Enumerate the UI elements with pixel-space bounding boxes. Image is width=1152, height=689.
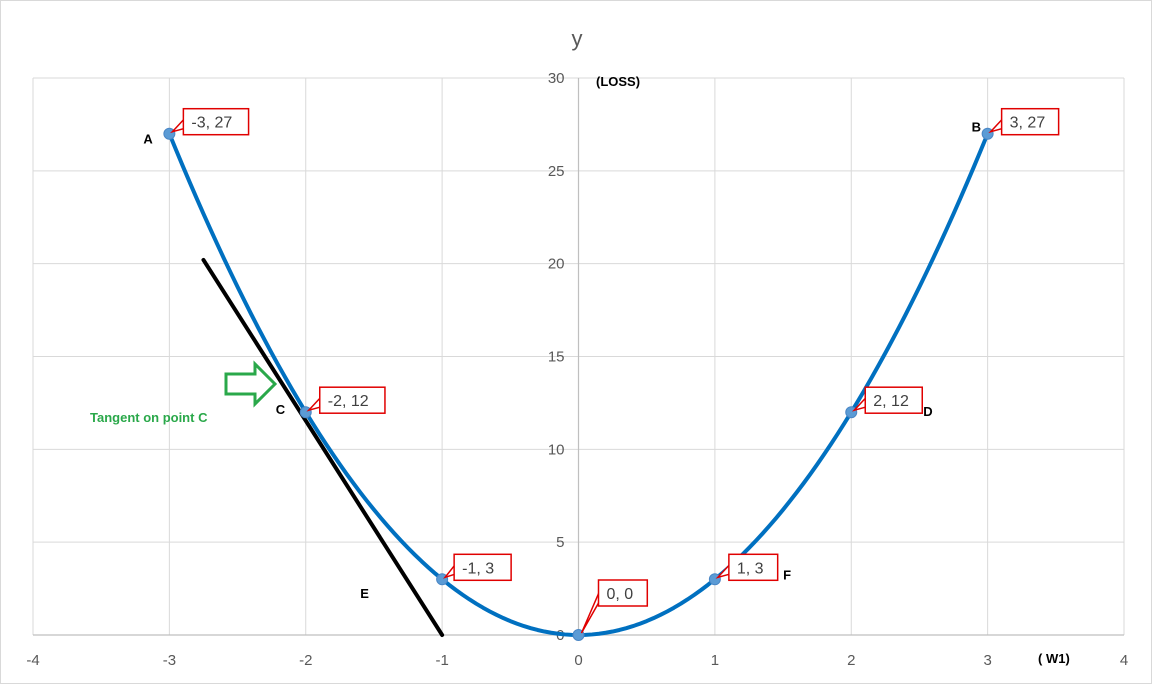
point-letter-b: B: [972, 120, 981, 135]
data-label: -2, 12: [328, 393, 369, 410]
x-tick-label: 3: [983, 652, 991, 669]
point-letters: A B C D E F: [143, 120, 981, 601]
y-axis-note: (LOSS): [596, 74, 640, 89]
tangent-layer: [201, 257, 445, 637]
x-tick-label: -3: [163, 652, 176, 669]
callout-seam: [866, 395, 871, 408]
x-tick-label: 1: [711, 652, 719, 669]
data-label-callout: 1, 3: [715, 553, 779, 582]
data-label: -1, 3: [462, 560, 494, 577]
callout-box: [1000, 107, 1060, 136]
data-label-callout: -3, 27: [170, 107, 250, 136]
data-label-callout: 3, 27: [988, 107, 1060, 136]
callout-box: [319, 386, 386, 414]
y-tick-label: 15: [548, 349, 565, 366]
x-tick-label: -4: [26, 652, 39, 669]
data-label: 0, 0: [607, 586, 634, 603]
callout-box: [864, 386, 923, 414]
x-tick-label: 0: [574, 652, 582, 669]
y-tick-label: 10: [548, 441, 565, 458]
point-letter-e: E: [360, 586, 369, 601]
tangent-arrow-icon: [224, 360, 278, 408]
point-letter-a: A: [143, 132, 153, 147]
tangent-line: [201, 257, 445, 637]
tangent-annotation: Tangent on point C: [90, 410, 208, 425]
x-axis-note: ( W1): [1038, 651, 1070, 666]
point-letter-c: C: [276, 402, 286, 417]
data-label: 3, 27: [1010, 115, 1046, 132]
callout-seam: [320, 395, 325, 408]
x-tick-label: -1: [435, 652, 448, 669]
callout-box: [597, 579, 649, 607]
point-letter-d: D: [923, 404, 932, 419]
callout-box: [453, 553, 512, 582]
callout-seam: [729, 562, 734, 576]
data-label-callout: 2, 12: [851, 386, 923, 414]
callout-seam: [599, 587, 604, 601]
callout-layer: -3, 27 -2, 12 -1, 3 0, 0 1, 3 2, 12 3, 27: [170, 107, 1060, 634]
data-label-callout: -2, 12: [306, 386, 386, 414]
y-tick-label: 20: [548, 256, 565, 273]
x-tick-label: -2: [299, 652, 312, 669]
y-tick-label: 30: [548, 70, 565, 87]
y-axis-title: y: [572, 26, 583, 51]
data-label: 1, 3: [737, 560, 764, 577]
y-tick-label: 5: [556, 534, 564, 551]
data-label-callout: -1, 3: [443, 553, 512, 582]
point-letter-f: F: [783, 567, 791, 582]
data-label: -3, 27: [191, 115, 232, 132]
callout-seam: [184, 116, 189, 130]
data-label: 2, 12: [873, 393, 909, 410]
x-tick-label: 4: [1120, 652, 1128, 669]
y-tick-label: 25: [548, 163, 565, 180]
x-tick-label: 2: [847, 652, 855, 669]
callout-box: [728, 553, 779, 582]
callout-seam: [1002, 116, 1007, 130]
data-label-callout: 0, 0: [580, 579, 649, 634]
callout-seam: [455, 562, 460, 576]
callout-box: [182, 107, 250, 136]
